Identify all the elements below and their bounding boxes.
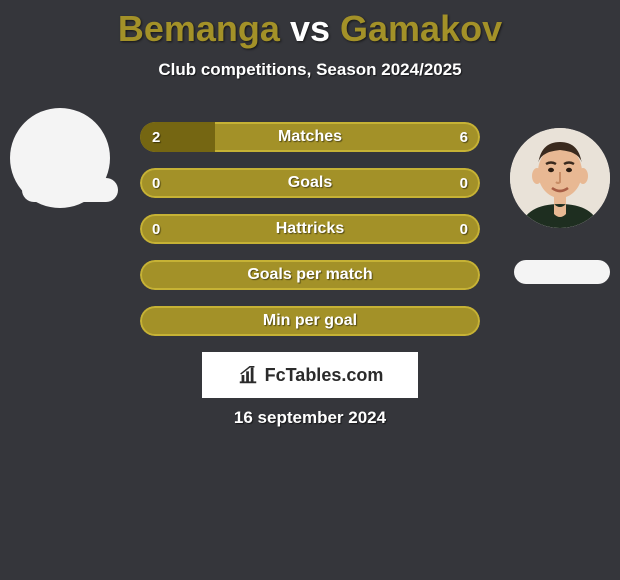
date-text: 16 september 2024 — [0, 408, 620, 428]
fctables-logo: FcTables.com — [202, 352, 418, 398]
player1-name-pill — [22, 178, 118, 202]
vs-text: vs — [290, 8, 330, 49]
stat-row: Goals per match — [140, 260, 480, 290]
stat-label: Goals per match — [140, 260, 480, 290]
season-subtitle: Club competitions, Season 2024/2025 — [0, 60, 620, 80]
stat-row: 00Hattricks — [140, 214, 480, 244]
chart-icon — [237, 364, 259, 386]
logo-text: FcTables.com — [265, 365, 384, 386]
player2-name: Gamakov — [340, 8, 502, 49]
stat-row: Min per goal — [140, 306, 480, 336]
comparison-title: Bemanga vs Gamakov — [0, 0, 620, 50]
stat-label: Min per goal — [140, 306, 480, 336]
player1-name: Bemanga — [118, 8, 280, 49]
stat-bars: 26Matches 00Goals 00Hattricks Goals per mat… — [140, 122, 480, 352]
player2-name-pill — [514, 260, 610, 284]
stat-label: Hattricks — [140, 214, 480, 244]
stat-label: Goals — [140, 168, 480, 198]
player2-avatar — [510, 128, 610, 228]
stat-row: 26Matches — [140, 122, 480, 152]
stat-label: Matches — [140, 122, 480, 152]
stat-row: 00Goals — [140, 168, 480, 198]
